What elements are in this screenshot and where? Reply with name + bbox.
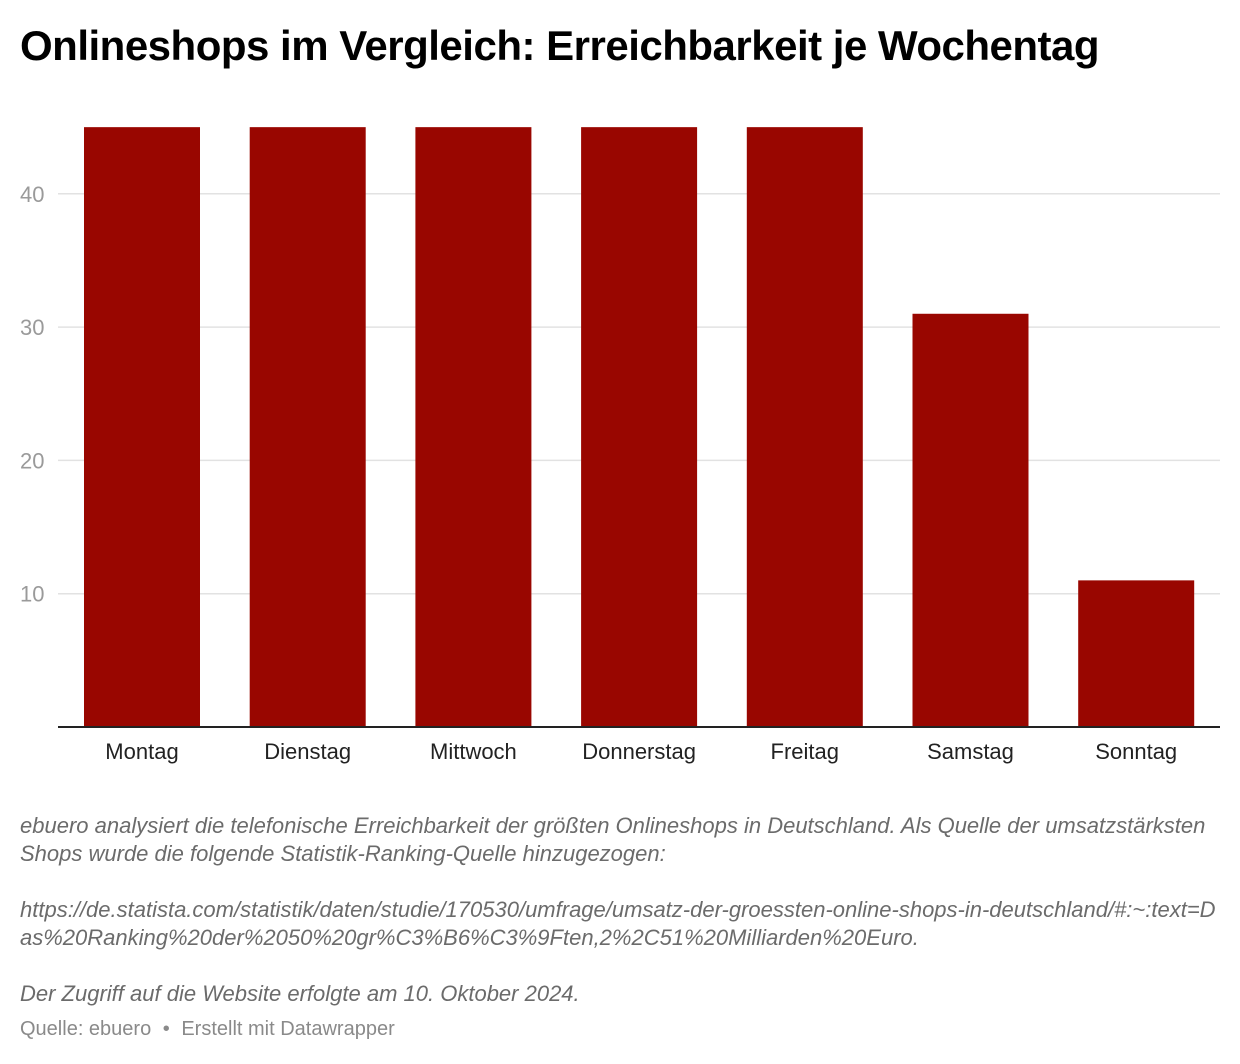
x-category-label: Samstag (927, 739, 1014, 764)
notes-description: ebuero analysiert die telefonische Errei… (20, 813, 1206, 866)
y-tick-label: 10 (20, 582, 44, 607)
footer-separator: • (162, 1018, 170, 1040)
bar-donnerstag[interactable] (581, 127, 698, 727)
y-tick-label: 30 (20, 315, 44, 340)
y-axis-ticks: 10 20 30 40 (20, 182, 44, 607)
y-tick-label: 20 (20, 448, 44, 473)
x-category-label: Freitag (771, 739, 839, 764)
access-note: Der Zugriff auf die Website erfolgte am … (20, 981, 580, 1006)
bar-mittwoch[interactable] (415, 127, 532, 727)
bar-montag[interactable] (84, 127, 200, 727)
x-category-label: Montag (105, 739, 178, 764)
chart-notes: ebuero analysiert die telefonische Errei… (20, 812, 1220, 1008)
source-url[interactable]: https://de.statista.com/statistik/daten/… (20, 897, 1216, 950)
bars (84, 127, 1195, 727)
bar-samstag[interactable] (912, 313, 1029, 727)
footer: Quelle: ebuero • Erstellt mit Datawrappe… (20, 1018, 395, 1041)
x-category-label: Dienstag (264, 739, 351, 764)
bar-freitag[interactable] (746, 127, 863, 727)
footer-credit[interactable]: Erstellt mit Datawrapper (181, 1018, 395, 1040)
bar-sonntag[interactable] (1078, 580, 1195, 727)
bar-dienstag[interactable] (249, 127, 366, 727)
x-category-label: Sonntag (1095, 739, 1177, 764)
x-category-label: Donnerstag (582, 739, 696, 764)
footer-source: Quelle: ebuero (20, 1018, 152, 1040)
bar-chart: 10 20 30 40 Montag Dienstag Mittwoch Donnersta… (20, 127, 1220, 764)
chart-title: Onlineshops im Vergleich: Erreichbarkeit… (20, 22, 1100, 69)
x-axis-labels: Montag Dienstag Mittwoch Donnerstag Freitag S… (105, 739, 1177, 764)
y-tick-label: 40 (20, 182, 44, 207)
x-category-label: Mittwoch (430, 739, 517, 764)
